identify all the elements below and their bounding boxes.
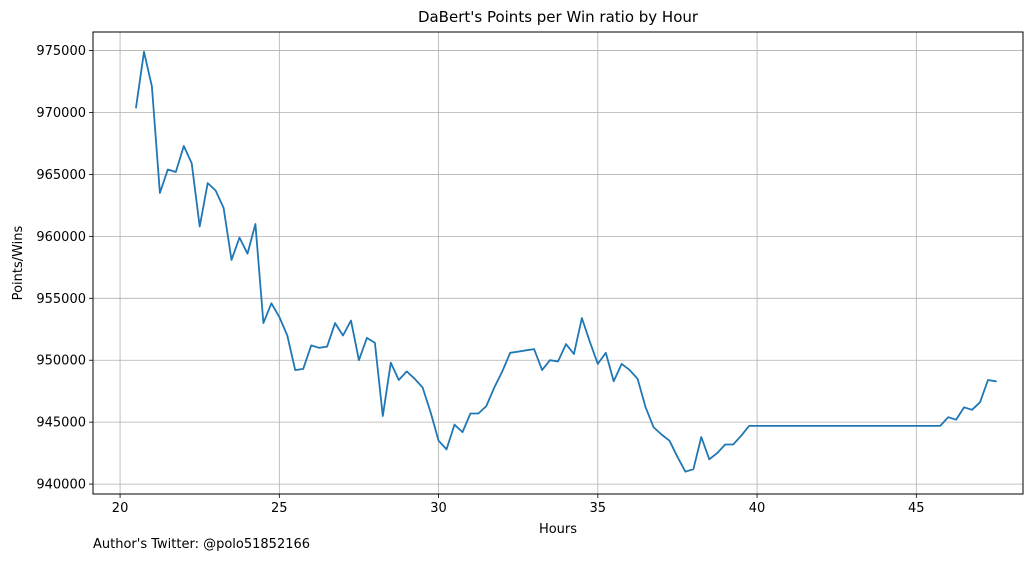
x-axis-label: Hours: [539, 522, 577, 537]
y-tick-label: 940000: [36, 478, 86, 493]
axes-frame: [92, 31, 1024, 495]
x-axis: 20 25 30 35 40 45: [112, 494, 925, 516]
y-axis: 940000 945000 950000 955000 960000 965000 9700…: [36, 44, 93, 493]
x-tick-label: 40: [749, 501, 766, 516]
x-tick-label: 45: [908, 501, 925, 516]
y-tick-label: 975000: [36, 44, 86, 59]
chart-title: DaBert's Points per Win ratio by Hour: [418, 8, 699, 26]
y-tick-label: 965000: [36, 168, 86, 183]
y-tick-label: 955000: [36, 292, 86, 307]
x-tick-label: 30: [430, 501, 447, 516]
series-line-0: [135, 50, 997, 473]
author-footnote: Author's Twitter: @polo51852166: [93, 537, 311, 552]
y-axis-label: Points/Wins: [11, 225, 26, 300]
x-tick-label: 20: [112, 501, 129, 516]
gridlines: [93, 32, 1023, 494]
x-tick-label: 35: [590, 501, 607, 516]
plot-area: [135, 50, 997, 473]
y-tick-label: 970000: [36, 106, 86, 121]
y-tick-label: 950000: [36, 354, 86, 369]
x-tick-label: 25: [271, 501, 288, 516]
y-tick-label: 960000: [36, 230, 86, 245]
y-tick-label: 945000: [36, 416, 86, 431]
